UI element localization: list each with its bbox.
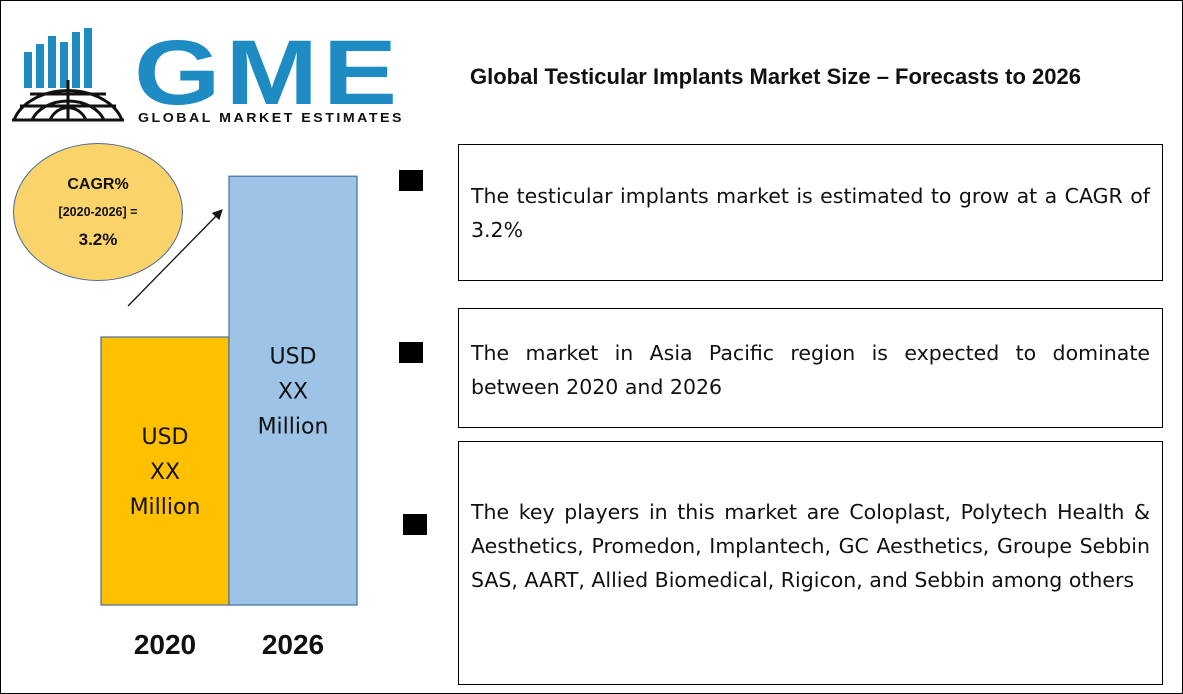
bar-value-label: XX [278, 380, 308, 405]
category-label: 2020 [134, 629, 196, 660]
logo-bars-icon [24, 28, 92, 88]
highlight-box-growth: The testicular implants market is estima… [458, 144, 1163, 281]
bar-value-label: XX [150, 460, 180, 485]
growth-arrow-icon [127, 209, 223, 307]
bar-2026 [228, 175, 358, 606]
cagr-value: 3.2% [78, 230, 118, 249]
cagr-label: CAGR% [67, 176, 129, 193]
bullet-square-icon [399, 170, 423, 191]
bar-value-label: Million [130, 495, 201, 520]
bullet-square-icon [403, 514, 427, 535]
globe-icon [12, 80, 124, 122]
bullet-square-icon [399, 342, 423, 363]
page-title: Global Testicular Implants Market Size –… [470, 64, 1081, 89]
logo-tagline: GLOBAL MARKET ESTIMATES [138, 110, 404, 125]
gme-logo: GME GLOBAL MARKET ESTIMATES [12, 22, 404, 125]
highlight-box-players: The key players in this market are Colop… [458, 441, 1163, 685]
highlight-box-region: The market in Asia Pacific region is exp… [458, 308, 1163, 428]
highlight-text: The key players in this market are Colop… [471, 500, 1150, 592]
logo-brand: GME [134, 22, 402, 124]
highlight-text: The market in Asia Pacific region is exp… [471, 341, 1150, 399]
cagr-period: [2020-2026] = [58, 205, 138, 219]
category-label: 2026 [262, 629, 324, 660]
bar-value-label: USD [141, 425, 188, 450]
cagr-bubble: CAGR% [2020-2026] = 3.2% [13, 143, 183, 281]
bar-value-label: USD [269, 345, 316, 370]
bar-2020 [100, 336, 230, 606]
bar-chart: USD XX Million 2020 USD XX Million 2026 [100, 175, 358, 660]
bar-value-label: Million [258, 415, 329, 440]
highlight-text: The testicular implants market is estima… [471, 184, 1150, 242]
